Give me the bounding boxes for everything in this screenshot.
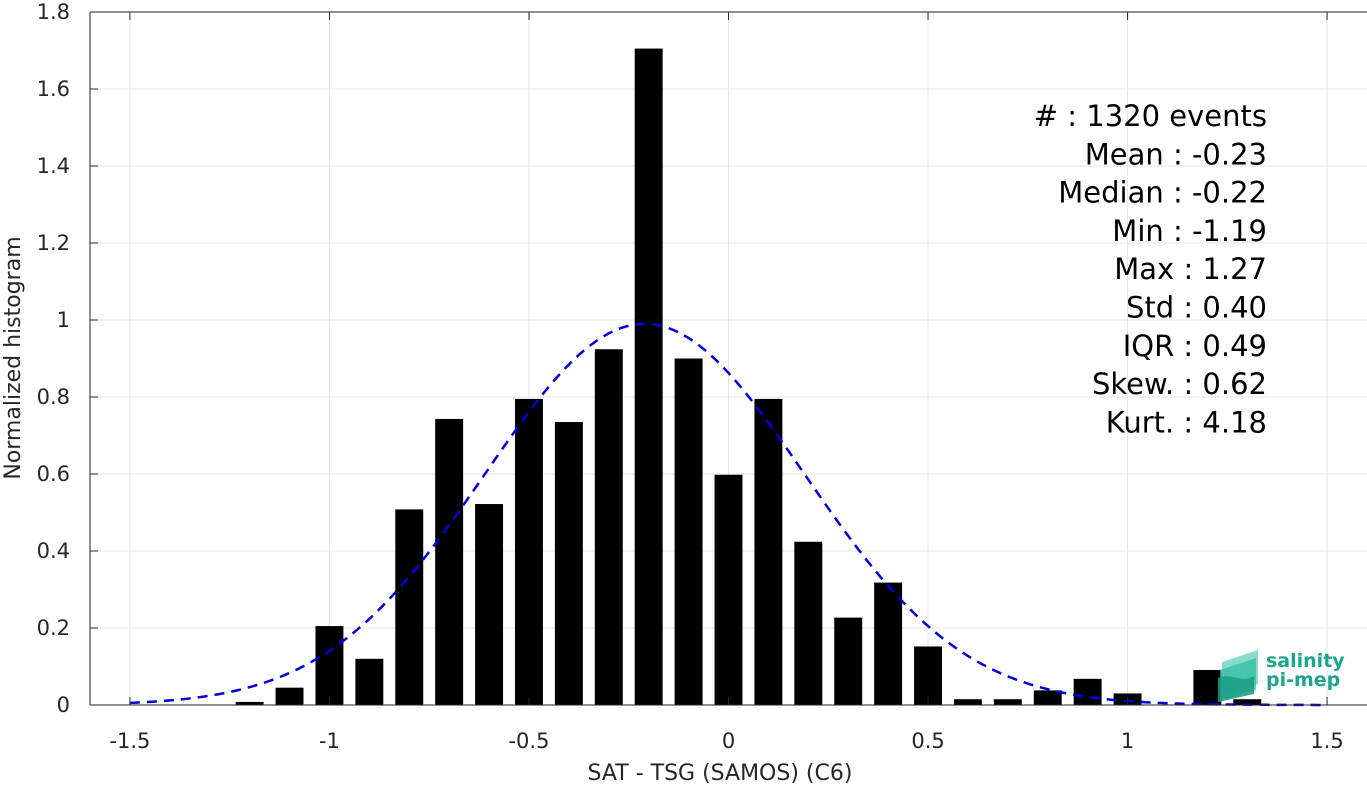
- histogram-bar: [874, 582, 903, 705]
- histogram-bar: [1233, 699, 1262, 705]
- histogram-bar: [554, 422, 583, 705]
- histogram-bar: [634, 48, 663, 705]
- x-tick-label: 0.5: [911, 729, 944, 753]
- x-tick-label: -1.5: [109, 729, 150, 753]
- x-tick-label: 1.5: [1310, 729, 1343, 753]
- x-tick-label: -0.5: [508, 729, 549, 753]
- y-tick-label: 1.2: [37, 231, 70, 255]
- x-tick-label: 1: [1121, 729, 1134, 753]
- y-tick-label: 0: [57, 693, 70, 717]
- salinity-pi-mep-logo: salinity pi-mep: [1218, 650, 1345, 702]
- axes: [89, 11, 1367, 706]
- x-tick-labels: -1.5 -1 -0.5 0 0.5 1 1.5: [109, 729, 1343, 753]
- histogram-bar: [594, 349, 623, 705]
- histogram-bar: [993, 699, 1022, 705]
- stats-box: # : 1320 events Mean : -0.23 Median : -0.2…: [1034, 99, 1267, 439]
- logo-text-pi-mep: pi-mep: [1266, 669, 1340, 691]
- histogram-bar: [674, 358, 703, 705]
- y-tick-label: 1.4: [37, 154, 70, 178]
- stat-line: # : 1320 events: [1034, 99, 1267, 133]
- histogram-bar: [1033, 690, 1062, 705]
- stat-line: Mean : -0.23: [1085, 137, 1267, 171]
- stat-line: Skew. : 0.62: [1092, 367, 1267, 401]
- x-tick-label: 0: [722, 729, 735, 753]
- histogram-bar: [1193, 669, 1222, 705]
- y-axis-label: Normalized histogram: [1, 236, 26, 479]
- x-axis-label: SAT - TSG (SAMOS) (C6): [588, 761, 853, 785]
- y-tick-label: 1: [57, 308, 70, 332]
- histogram-bar: [235, 701, 264, 705]
- histogram-bar: [475, 504, 504, 705]
- histogram-bar: [914, 646, 942, 705]
- histogram-bars: [235, 48, 1262, 705]
- y-tick-label: 0.6: [37, 462, 70, 486]
- histogram-bar: [395, 509, 424, 705]
- histogram-bar: [315, 626, 344, 705]
- stat-line: Min : -1.19: [1112, 214, 1267, 248]
- histogram-bar: [275, 687, 304, 705]
- x-tick-label: -1: [319, 729, 340, 753]
- histogram-bar: [794, 541, 823, 705]
- stat-line: Std : 0.40: [1126, 291, 1267, 325]
- y-tick-label: 0.2: [37, 616, 70, 640]
- y-tick-label: 0.4: [37, 539, 70, 563]
- stat-line: Median : -0.22: [1058, 176, 1267, 210]
- histogram-bar: [953, 699, 982, 705]
- logo-text-salinity: salinity: [1266, 650, 1345, 672]
- histogram-bar: [515, 398, 543, 705]
- histogram-bar: [834, 617, 863, 705]
- stat-line: Kurt. : 4.18: [1106, 405, 1267, 439]
- y-tick-label: 0.8: [37, 385, 70, 409]
- histogram-bar: [714, 474, 743, 705]
- histogram-bar: [754, 398, 783, 705]
- histogram-bar: [435, 418, 464, 705]
- y-tick-label: 1.8: [37, 0, 70, 24]
- wave-logo-icon: [1218, 650, 1258, 702]
- histogram-bar: [1073, 678, 1102, 705]
- stat-line: IQR : 0.49: [1123, 329, 1267, 363]
- y-tick-labels: 0 0.2 0.4 0.6 0.8 1 1.2 1.4 1.6 1.8: [37, 0, 70, 717]
- y-tick-label: 1.6: [37, 77, 70, 101]
- stat-line: Max : 1.27: [1114, 252, 1267, 286]
- histogram-bar: [355, 658, 384, 705]
